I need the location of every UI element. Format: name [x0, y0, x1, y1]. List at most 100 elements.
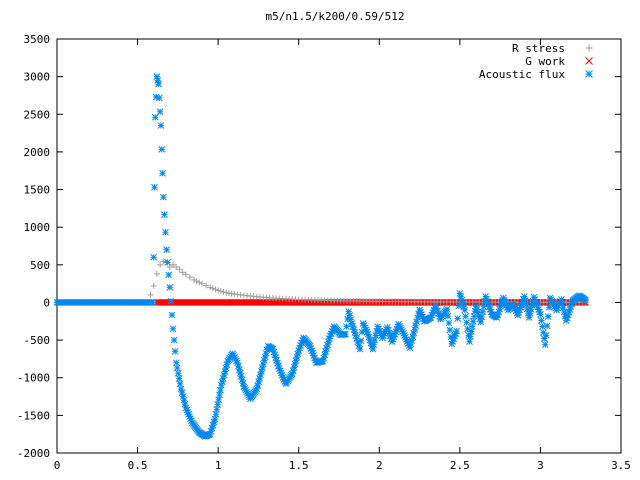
- y-tick-label: 2500: [24, 108, 51, 121]
- data-point: [153, 270, 160, 277]
- data-point: [180, 396, 188, 404]
- data-point: [170, 261, 177, 268]
- data-point: [160, 258, 167, 265]
- data-point: [151, 183, 158, 191]
- data-point: [543, 322, 551, 330]
- data-point: [169, 325, 177, 333]
- data-point: [181, 400, 189, 408]
- series-acoustic-flux: [53, 73, 589, 440]
- y-tick-label: 1500: [24, 184, 51, 197]
- data-point: [167, 297, 175, 305]
- y-tick-label: -1500: [17, 409, 50, 422]
- data-point: [298, 339, 305, 347]
- data-point: [453, 327, 460, 335]
- data-point: [356, 345, 364, 353]
- x-tick-label: 1: [215, 459, 222, 472]
- data-point: [558, 296, 565, 303]
- data-point: [217, 288, 224, 295]
- data-point: [150, 253, 158, 261]
- data-point: [186, 274, 193, 281]
- data-point: [151, 113, 159, 121]
- data-point: [478, 313, 486, 321]
- data-point: [176, 266, 183, 273]
- data-point: [165, 271, 173, 279]
- data-point: [149, 299, 157, 306]
- data-point: [190, 276, 197, 283]
- data-point: [179, 393, 187, 400]
- chart-title: m5/n1.5/k200/0.59/512: [265, 10, 404, 23]
- data-point: [413, 318, 421, 326]
- data-point: [160, 193, 167, 201]
- data-point: [454, 315, 462, 322]
- data-point: [173, 364, 181, 372]
- data-point: [161, 211, 168, 218]
- legend-label-r-stress: R stress: [512, 42, 565, 55]
- data-point: [182, 271, 189, 278]
- data-point: [215, 287, 222, 294]
- legend-label-acoustic-flux: Acoustic flux: [479, 68, 565, 81]
- data-point: [174, 369, 182, 377]
- data-point: [196, 279, 203, 286]
- legend: R stress G work Acoustic flux: [479, 42, 593, 81]
- x-tick-label: 2.5: [450, 459, 470, 472]
- data-point: [170, 336, 178, 344]
- data-point: [159, 169, 166, 177]
- data-point: [178, 389, 186, 397]
- y-tick-label: 3500: [24, 33, 51, 46]
- data-point: [345, 308, 353, 315]
- data-point: [445, 319, 453, 327]
- y-tick-label: 3000: [24, 71, 51, 84]
- x-tick-label: 2: [376, 459, 383, 472]
- data-point: [175, 375, 183, 382]
- data-point: [446, 326, 454, 334]
- data-point: [343, 323, 350, 330]
- data-marks: [53, 73, 589, 440]
- data-point: [527, 306, 535, 313]
- data-point: [155, 94, 163, 102]
- y-tick-label: -2000: [17, 447, 50, 460]
- data-point: [177, 385, 185, 393]
- data-point: [147, 291, 154, 298]
- data-point: [463, 319, 470, 326]
- y-tick-label: 2000: [24, 146, 51, 159]
- data-point: [456, 290, 464, 297]
- data-point: [207, 284, 214, 291]
- data-point: [542, 331, 550, 339]
- data-point: [346, 312, 354, 319]
- data-point: [223, 289, 230, 296]
- x-tick-label: 0.5: [128, 459, 148, 472]
- data-point: [412, 322, 420, 329]
- x-tick-label: 1.5: [289, 459, 309, 472]
- x-tick-label: 3: [537, 459, 544, 472]
- data-point: [166, 284, 174, 291]
- y-tick-label: -500: [24, 334, 51, 347]
- data-point: [411, 326, 419, 333]
- data-point: [214, 401, 222, 408]
- data-point: [461, 306, 469, 314]
- data-point: [163, 246, 170, 254]
- data-point: [479, 308, 487, 316]
- data-point: [347, 316, 355, 323]
- data-point: [164, 258, 172, 266]
- data-point: [157, 122, 165, 129]
- data-point: [225, 290, 232, 297]
- data-point: [544, 313, 552, 320]
- data-point: [521, 297, 529, 305]
- data-point: [156, 108, 164, 116]
- data-point: [168, 311, 176, 319]
- legend-key-r-stress: [585, 44, 593, 52]
- data-point: [157, 261, 164, 268]
- axes: 0 0.5 1 1.5 2 2.5 3 3.5 3500 3000 2500 2000 1500 1000…: [17, 33, 631, 472]
- data-point: [342, 330, 349, 338]
- data-point: [526, 310, 534, 317]
- data-point: [462, 312, 470, 320]
- data-point: [525, 314, 533, 321]
- data-point: [582, 296, 589, 304]
- data-point: [444, 312, 452, 320]
- data-point: [209, 285, 216, 292]
- data-point: [179, 269, 186, 276]
- y-tick-label: 1000: [24, 221, 51, 234]
- data-point: [176, 380, 184, 388]
- data-point: [537, 311, 544, 318]
